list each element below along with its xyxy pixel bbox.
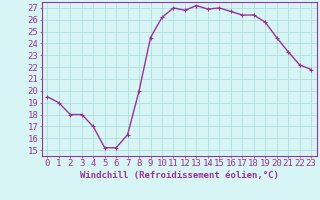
- X-axis label: Windchill (Refroidissement éolien,°C): Windchill (Refroidissement éolien,°C): [80, 171, 279, 180]
